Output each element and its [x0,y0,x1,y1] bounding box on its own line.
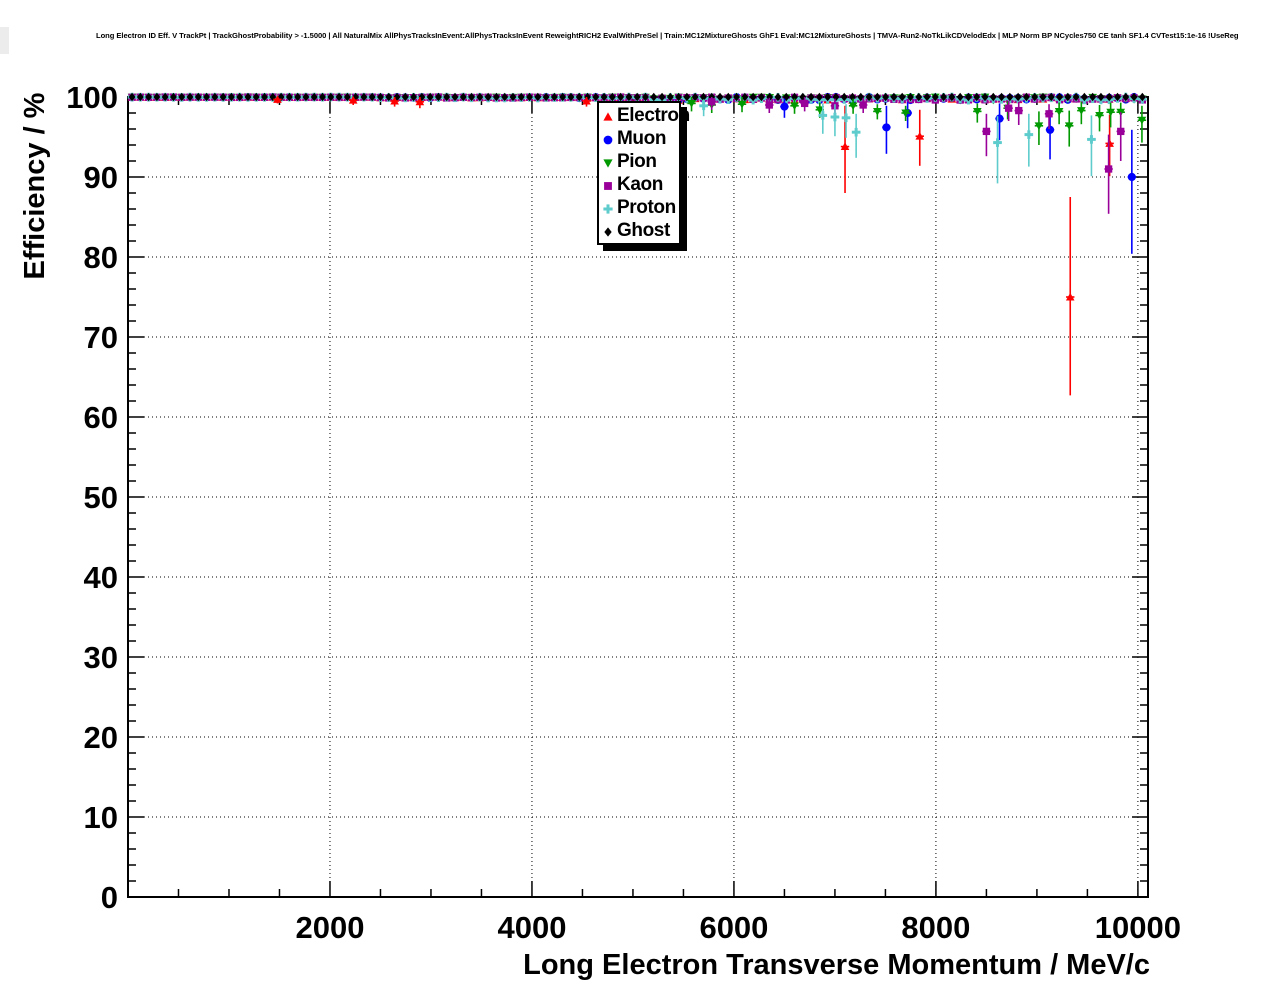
kaon-marker-icon [604,181,612,190]
y-tick-labels: 0 10 20 30 40 50 60 70 80 90 100 [66,80,118,915]
legend-item-pion: Pion [602,150,679,173]
x-tick-label: 4000 [497,910,566,945]
y-tick-label: 30 [84,640,118,675]
y-tick-label: 80 [84,240,118,275]
muon-marker-icon [603,135,613,144]
x-tick-label: 8000 [901,910,970,945]
legend-label: Muon [617,128,667,149]
pion-marker-icon [603,158,613,168]
y-tick-label: 90 [84,160,118,195]
series-ghost-baseline [128,92,1146,102]
plot-title: Long Electron ID Eff. V TrackPt | TrackG… [96,31,1239,40]
x-axis-title: Long Electron Transverse Momentum / MeV/… [523,949,1150,981]
legend-item-kaon: Kaon [602,173,679,196]
series-muon-outliers [780,98,1137,254]
y-tick-label: 10 [84,800,118,835]
legend-item-muon: Muon [602,127,679,150]
y-tick-label: 70 [84,320,118,355]
legend-label: Pion [617,151,657,172]
y-tick-label: 60 [84,400,118,435]
y-tick-label: 100 [66,80,118,115]
series-proton-outliers [699,99,1096,184]
legend-label: Electron [617,105,690,126]
ghost-marker-icon [604,226,612,237]
proton-marker-icon [603,203,613,214]
legend-box: Electron Muon Pion Kaon Proton Ghost [597,101,690,245]
legend-item-electron: Electron [602,104,690,127]
x-tick-labels: 2000 4000 6000 8000 10000 [295,910,1181,945]
y-tick-label: 50 [84,480,118,515]
series-kaon-outliers [707,97,1125,214]
electron-marker-icon [603,111,613,121]
y-tick-label: 0 [101,880,118,915]
x-tick-label: 2000 [295,910,364,945]
x-tick-label: 6000 [699,910,768,945]
y-tick-label: 20 [84,720,118,755]
title-pave-edge-artifact [0,27,9,54]
y-tick-label: 40 [84,560,118,595]
legend-label: Kaon [617,174,663,195]
x-tick-label: 10000 [1095,910,1181,945]
legend-item-ghost: Ghost [602,219,679,242]
y-axis-title: Efficiency / % [19,92,51,279]
legend-item-proton: Proton [602,196,679,219]
series-electron-outliers [273,95,1114,396]
legend-label: Proton [617,197,676,218]
legend-label: Ghost [617,220,670,241]
